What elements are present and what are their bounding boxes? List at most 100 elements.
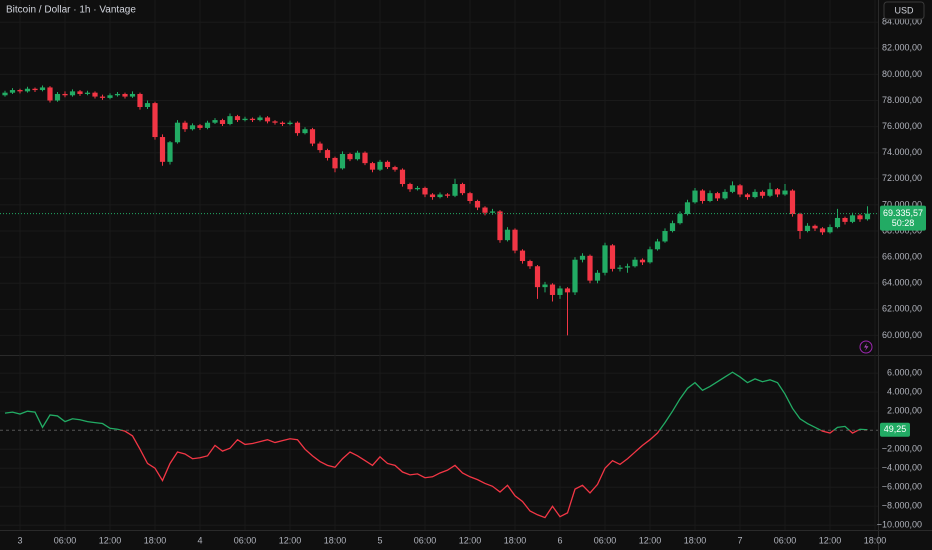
- candle-body: [294, 122, 301, 134]
- candle-body: [332, 157, 338, 169]
- candle-body: [234, 116, 241, 121]
- x-tick-label: 18:00: [684, 535, 707, 545]
- candle-body: [699, 190, 706, 201]
- x-tick-label: 6: [557, 535, 562, 545]
- candle-body: [827, 227, 833, 233]
- candle-body: [24, 88, 31, 92]
- candle-body: [152, 103, 158, 138]
- candle-body: [849, 215, 856, 222]
- y-tick-label: 72.000,00: [882, 173, 922, 183]
- currency-button[interactable]: [883, 1, 925, 20]
- candle-body: [309, 129, 316, 144]
- candle-body: [707, 193, 713, 201]
- last-value-box: [880, 422, 910, 437]
- candle-body: [69, 91, 76, 96]
- indicator-line: [4, 371, 868, 431]
- candle-body: [564, 288, 571, 293]
- candle-body: [774, 189, 781, 195]
- alert-icon[interactable]: [859, 340, 873, 354]
- candle-body: [174, 122, 181, 143]
- y-tick-label: 78.000,00: [882, 95, 922, 105]
- y-tick-label: −4.000,00: [882, 463, 922, 473]
- candle-body: [722, 191, 728, 199]
- x-tick-label: 3: [17, 535, 22, 545]
- candle-body: [47, 87, 53, 101]
- candle-body: [324, 150, 331, 158]
- x-tick-label: 06:00: [414, 535, 437, 545]
- candle-body: [9, 90, 16, 93]
- candle-body: [129, 93, 136, 97]
- candle-body: [834, 217, 841, 228]
- x-tick-label: 18:00: [324, 535, 347, 545]
- candle-body: [182, 122, 188, 130]
- candle-body: [482, 207, 488, 213]
- candle-body: [227, 116, 233, 124]
- y-tick-label: 62.000,00: [882, 304, 922, 314]
- candle-body: [504, 229, 511, 241]
- indicator-line: [118, 430, 868, 519]
- candle-body: [17, 90, 23, 92]
- candle-body: [527, 261, 533, 267]
- candle-body: [39, 87, 46, 91]
- y-tick-label: 4.000,00: [887, 387, 922, 397]
- y-tick-label: 76.000,00: [882, 121, 922, 131]
- candle-body: [54, 93, 61, 101]
- x-tick-label: 06:00: [234, 535, 257, 545]
- candle-body: [219, 120, 226, 124]
- candle-body: [204, 122, 211, 128]
- candle-body: [579, 255, 586, 260]
- candle-body: [624, 266, 631, 268]
- candle-body: [677, 214, 683, 224]
- y-tick-label: 74.000,00: [882, 147, 922, 157]
- candle-body: [452, 184, 458, 196]
- x-tick-label: 12:00: [819, 535, 842, 545]
- y-tick-label: −2.000,00: [882, 444, 922, 454]
- candle-body: [279, 122, 286, 124]
- candle-body: [692, 190, 698, 203]
- candle-body: [782, 190, 788, 195]
- candle-body: [639, 259, 646, 263]
- candle-body: [542, 284, 548, 288]
- y-tick-label: 64.000,00: [882, 278, 922, 288]
- candle-body: [767, 189, 773, 196]
- y-tick-label: −6.000,00: [882, 482, 922, 492]
- candle-body: [159, 137, 166, 162]
- candle-body: [2, 92, 8, 96]
- last-price-box: [880, 205, 926, 231]
- alert-icon-bolt[interactable]: [864, 343, 869, 351]
- candle-body: [647, 249, 653, 263]
- x-tick-label: 7: [737, 535, 742, 545]
- y-tick-label: 80.000,00: [882, 69, 922, 79]
- candle-body: [489, 211, 496, 213]
- x-tick-label: 18:00: [504, 535, 527, 545]
- x-tick-label: 4: [197, 535, 202, 545]
- x-tick-label: 12:00: [99, 535, 122, 545]
- y-tick-label: 84.000,00: [882, 17, 922, 27]
- candle-body: [354, 152, 361, 160]
- candle-body: [737, 185, 743, 195]
- candle-body: [684, 202, 691, 215]
- candle-body: [167, 142, 173, 162]
- candle-body: [62, 93, 68, 96]
- candle-body: [519, 250, 526, 262]
- candle-body: [857, 215, 863, 220]
- candle-body: [549, 284, 556, 295]
- candle-body: [437, 194, 443, 198]
- candle-body: [392, 167, 398, 170]
- candle-body: [729, 185, 736, 192]
- candle-body: [662, 231, 668, 242]
- candle-body: [467, 193, 473, 201]
- chart-title: Bitcoin / Dollar · 1h · Vantage: [6, 5, 136, 16]
- candle-body: [137, 93, 143, 108]
- x-tick-label: 06:00: [594, 535, 617, 545]
- candle-body: [609, 245, 616, 269]
- candle-body: [399, 169, 406, 185]
- candle-body: [122, 93, 128, 97]
- last-price-label: 69.335,57: [883, 208, 923, 218]
- candle-body: [497, 211, 503, 241]
- currency-label[interactable]: USD: [894, 5, 914, 15]
- candle-body: [587, 255, 593, 281]
